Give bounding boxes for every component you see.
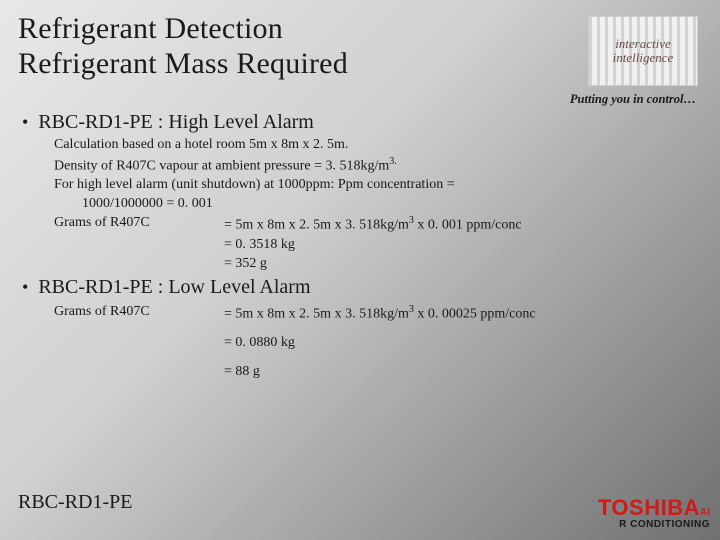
calc-result: = 352 g <box>54 255 702 274</box>
title-line-1: Refrigerant Detection <box>18 12 588 47</box>
bullet-row: • RBC-RD1-PE : Low Level Alarm <box>22 276 702 299</box>
header: Refrigerant Detection Refrigerant Mass R… <box>18 12 702 86</box>
calc-result: = 88 g <box>54 363 702 382</box>
bullet-icon: • <box>22 113 28 131</box>
calc-row: Grams of R407C = 5m x 8m x 2. 5m x 3. 51… <box>54 303 702 325</box>
calc-line: For high level alarm (unit shutdown) at … <box>54 176 702 195</box>
tagline: Putting you in control… <box>18 92 696 107</box>
title-line-2: Refrigerant Mass Required <box>18 47 588 82</box>
content-list: • RBC-RD1-PE : High Level Alarm Calculat… <box>18 111 702 382</box>
calc-value: = 5m x 8m x 2. 5m x 3. 518kg/m3 x 0. 001… <box>224 214 702 236</box>
calc-value: = 5m x 8m x 2. 5m x 3. 518kg/m3 x 0. 000… <box>224 303 702 325</box>
title-block: Refrigerant Detection Refrigerant Mass R… <box>18 12 588 81</box>
slide: Refrigerant Detection Refrigerant Mass R… <box>0 0 720 540</box>
section-heading: RBC-RD1-PE : Low Level Alarm <box>38 276 310 299</box>
section-high-alarm: • RBC-RD1-PE : High Level Alarm Calculat… <box>22 111 702 274</box>
calc-label: Grams of R407C <box>54 214 224 236</box>
calc-label: Grams of R407C <box>54 303 224 325</box>
logo-image: interactive intelligence <box>588 16 698 86</box>
calc-row: Grams of R407C = 5m x 8m x 2. 5m x 3. 51… <box>54 214 702 236</box>
footer-model-code: RBC-RD1-PE <box>18 491 132 514</box>
calc-result: = 0. 3518 kg <box>54 236 702 255</box>
calc-line: Calculation based on a hotel room 5m x 8… <box>54 136 702 155</box>
brand-suffix: AI <box>700 507 710 518</box>
brand-subtext: R CONDITIONING <box>598 519 710 530</box>
brand-block: TOSHIBAAI R CONDITIONING <box>598 495 710 530</box>
section-body: Calculation based on a hotel room 5m x 8… <box>22 136 702 274</box>
calc-result: = 0. 0880 kg <box>54 334 702 353</box>
logo-text-line-2: intelligence <box>613 50 674 65</box>
bullet-icon: • <box>22 278 28 296</box>
brand-main: TOSHIBA <box>598 495 700 520</box>
section-body: Grams of R407C = 5m x 8m x 2. 5m x 3. 51… <box>22 303 702 382</box>
section-heading: RBC-RD1-PE : High Level Alarm <box>38 111 314 134</box>
calc-line: 1000/1000000 = 0. 001 <box>54 195 702 214</box>
section-low-alarm: • RBC-RD1-PE : Low Level Alarm Grams of … <box>22 276 702 382</box>
calc-line: Density of R407C vapour at ambient press… <box>54 155 702 177</box>
bullet-row: • RBC-RD1-PE : High Level Alarm <box>22 111 702 134</box>
logo-text: interactive intelligence <box>613 37 674 64</box>
